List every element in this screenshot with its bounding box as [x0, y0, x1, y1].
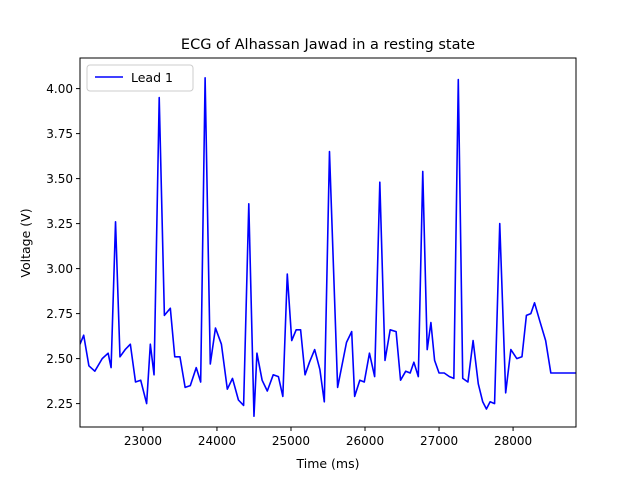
x-tick-label: 25000 [272, 434, 310, 448]
series-layer [80, 77, 576, 418]
x-tick-label: 26000 [346, 434, 384, 448]
x-tick-label: 27000 [420, 434, 458, 448]
y-tick-label: 3.25 [46, 217, 73, 231]
x-tick-label: 28000 [494, 434, 532, 448]
x-axis-ticks: 23000 24000 25000 26000 27000 28000 [124, 427, 532, 448]
y-tick-label: 3.75 [46, 127, 73, 141]
legend-label: Lead 1 [131, 70, 173, 85]
y-tick-label: 3.50 [46, 172, 73, 186]
x-axis-label: Time (ms) [295, 456, 359, 471]
y-tick-label: 3.00 [46, 262, 73, 276]
y-tick-label: 2.25 [46, 397, 73, 411]
chart-title: ECG of Alhassan Jawad in a resting state [181, 37, 475, 53]
y-axis-label: Voltage (V) [18, 208, 33, 277]
y-tick-label: 2.50 [46, 352, 73, 366]
series-line-lead-1 [80, 77, 576, 418]
y-tick-label: 4.00 [46, 82, 73, 96]
y-tick-label: 2.75 [46, 307, 73, 321]
x-tick-label: 23000 [124, 434, 162, 448]
plot-frame [79, 57, 577, 428]
legend-box [86, 64, 194, 92]
y-axis-ticks: 2.25 2.50 2.75 3.00 3.25 3.50 3.75 4.00 [46, 82, 80, 411]
legend: Lead 1 [86, 64, 194, 92]
x-tick-label: 24000 [198, 434, 236, 448]
